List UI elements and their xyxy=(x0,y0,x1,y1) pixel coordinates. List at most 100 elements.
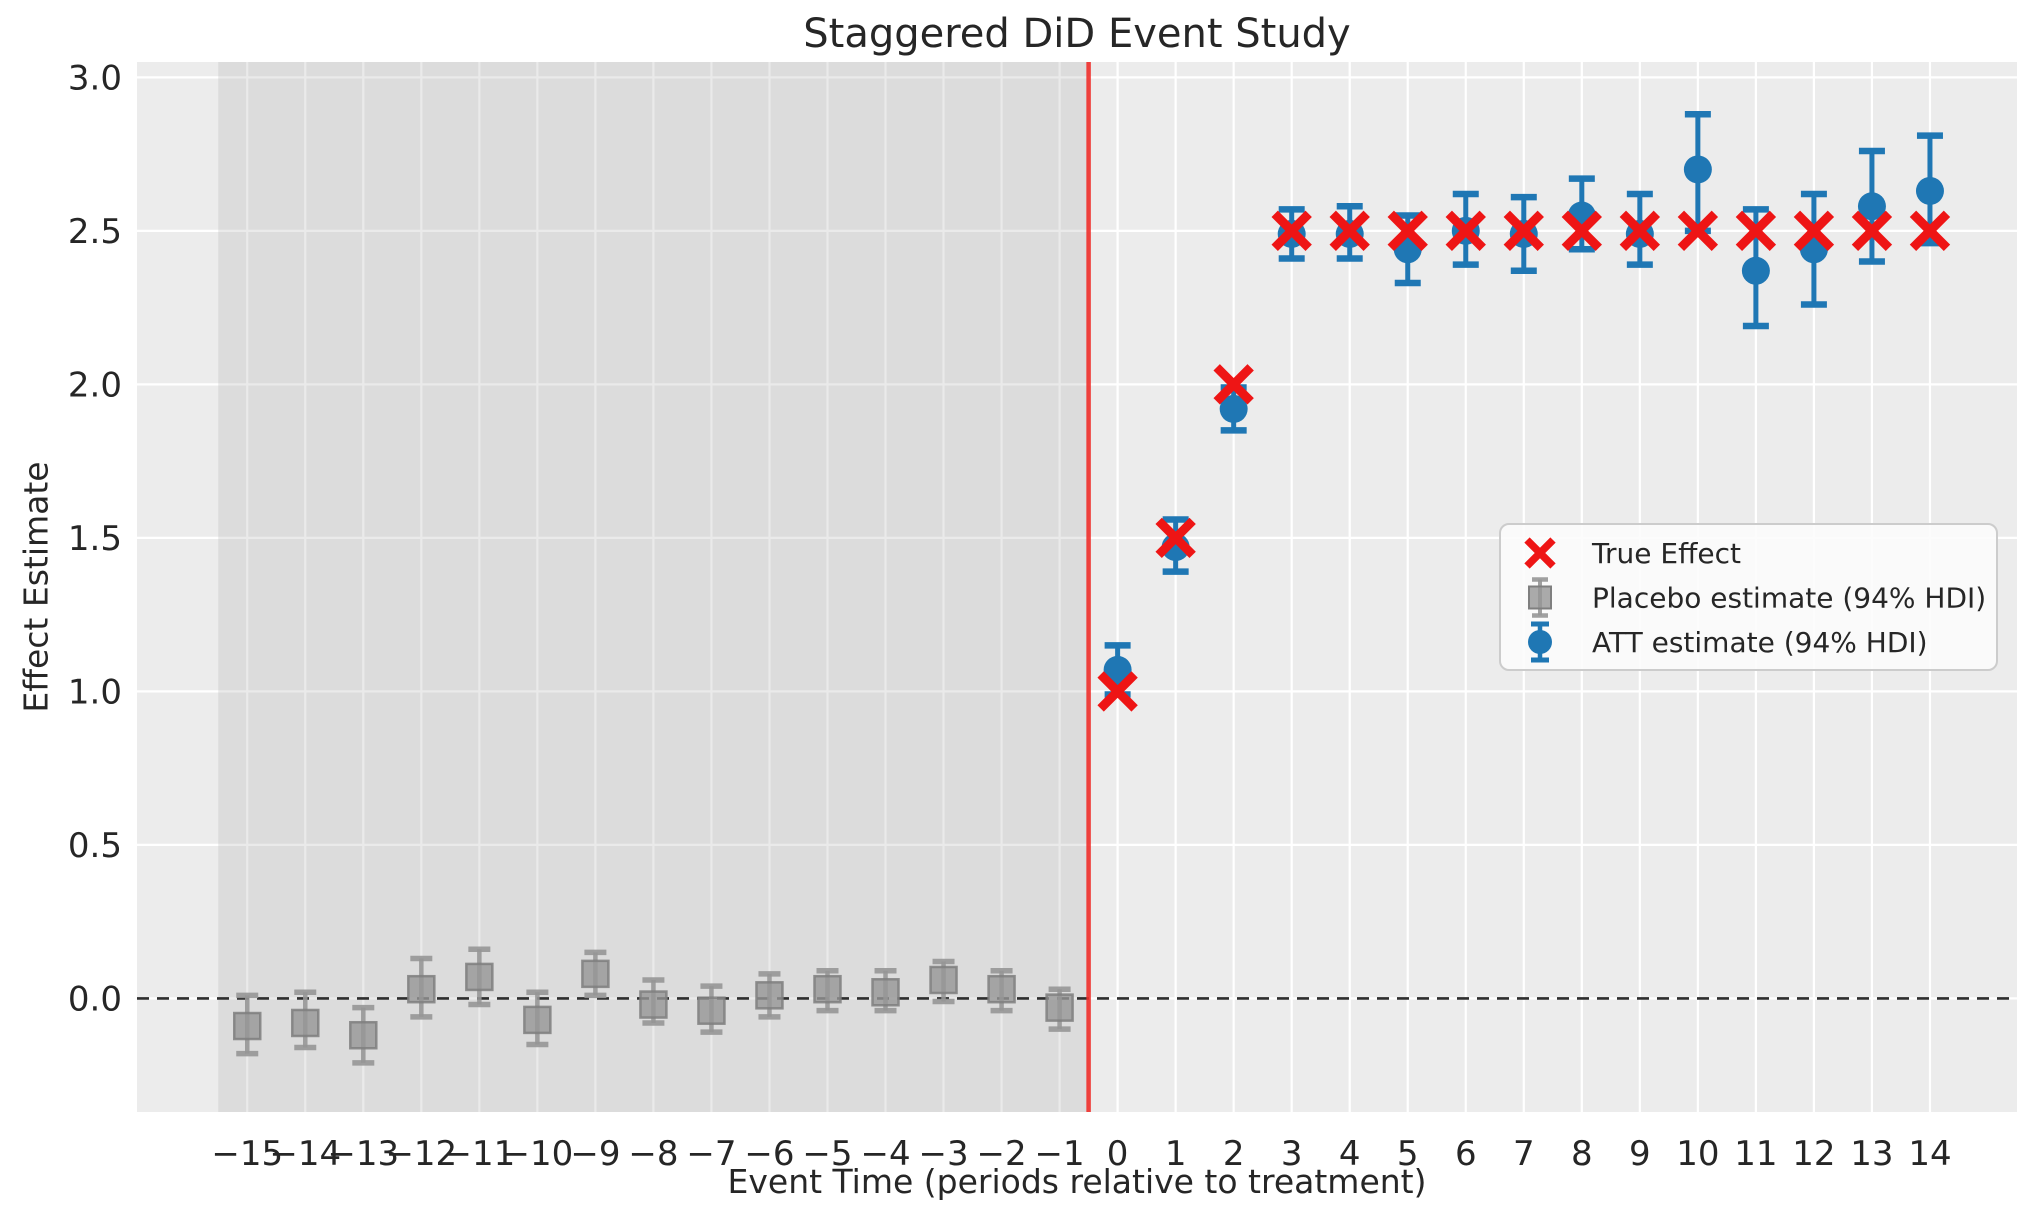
true-effect-marker xyxy=(1735,210,1777,252)
y-tick-label: 0.5 xyxy=(68,826,122,866)
y-tick-label: 1.0 xyxy=(68,672,122,712)
placebo-point xyxy=(1045,986,1074,1032)
legend-entry-label: Placebo estimate (94% HDI) xyxy=(1592,582,1986,615)
x-tick-label: −4 xyxy=(860,1134,910,1174)
placebo-marker xyxy=(813,974,842,1004)
x-tick-label: −9 xyxy=(570,1134,620,1174)
att-marker xyxy=(1219,394,1248,423)
x-tick-label: −2 xyxy=(977,1134,1027,1174)
att-marker xyxy=(1857,192,1886,221)
x-tick-label: 9 xyxy=(1629,1134,1651,1174)
placebo-point xyxy=(291,989,320,1051)
placebo-marker xyxy=(465,962,494,992)
true-effect-marker xyxy=(1503,210,1544,252)
x-tick-label: 10 xyxy=(1676,1134,1719,1174)
placebo-marker xyxy=(349,1020,378,1050)
x-tick-label: −14 xyxy=(269,1134,341,1174)
x-tick-label: 5 xyxy=(1397,1134,1419,1174)
x-tick-label: 1 xyxy=(1165,1134,1187,1174)
y-tick-label: 1.5 xyxy=(68,519,122,559)
pre-treatment-shading xyxy=(218,62,1089,1112)
placebo-series xyxy=(232,946,1074,1066)
x-tick-label: 12 xyxy=(1792,1134,1835,1174)
true-effect-marker xyxy=(1793,210,1835,252)
legend-x-icon xyxy=(1524,537,1556,569)
att-marker xyxy=(1741,256,1770,285)
x-tick-label: −10 xyxy=(501,1134,573,1174)
placebo-point xyxy=(639,977,668,1026)
x-axis-label: Event Time (periods relative to treatmen… xyxy=(727,1162,1427,1201)
x-tick-label: 14 xyxy=(1908,1134,1951,1174)
legend-box xyxy=(1499,523,1998,671)
placebo-point xyxy=(349,1004,378,1066)
placebo-marker xyxy=(929,965,958,995)
placebo-marker xyxy=(232,1011,262,1041)
placebo-point xyxy=(232,992,262,1057)
true-effect-marker xyxy=(1909,210,1951,252)
x-tick-label: −15 xyxy=(211,1134,283,1174)
placebo-marker xyxy=(523,1005,552,1035)
placebo-marker xyxy=(291,1008,320,1038)
legend-entry: ATT estimate (94% HDI) xyxy=(1528,621,1928,663)
placebo-marker xyxy=(407,974,436,1004)
y-tick-label: 3.0 xyxy=(68,58,122,98)
true-effect-marker xyxy=(1213,364,1254,405)
placebo-point xyxy=(581,949,610,999)
x-tick-label: −7 xyxy=(686,1134,736,1174)
true-effect-marker xyxy=(1097,671,1138,712)
placebo-marker xyxy=(871,978,900,1007)
placebo-marker xyxy=(581,959,610,989)
att-marker xyxy=(1915,176,1944,205)
placebo-point xyxy=(407,955,436,1020)
x-tick-label: 2 xyxy=(1223,1134,1245,1174)
placebo-marker xyxy=(987,974,1016,1004)
placebo-point xyxy=(987,968,1016,1014)
placebo-marker xyxy=(755,981,784,1010)
y-tick-label: 0.0 xyxy=(68,979,122,1019)
true-effect-marker xyxy=(1561,210,1602,252)
x-tick-label: −12 xyxy=(385,1134,457,1174)
att-marker xyxy=(1103,655,1132,684)
true-effect-marker xyxy=(1271,210,1312,252)
x-tick-label: −8 xyxy=(628,1134,678,1174)
true-effect-marker xyxy=(1155,517,1196,559)
y-axis-ticks: 0.0 0.5 1.0 1.5 2.0 2.5 3.0 xyxy=(68,58,122,1019)
true-effect-marker xyxy=(1445,210,1486,252)
x-tick-label: 8 xyxy=(1571,1134,1593,1174)
placebo-point xyxy=(755,971,784,1020)
x-tick-label: 11 xyxy=(1734,1134,1777,1174)
placebo-point xyxy=(523,989,552,1048)
x-tick-label: 0 xyxy=(1107,1134,1129,1174)
x-tick-label: −11 xyxy=(443,1134,515,1174)
x-axis-ticks: −15−14−13−12−11−10−9 −8 −7 −6 −5 −4 −3 −2 −1 0 1 2 3… xyxy=(211,1134,1951,1174)
placebo-point xyxy=(465,946,494,1008)
x-tick-label: −1 xyxy=(1035,1134,1085,1174)
true-effect-marker xyxy=(1619,210,1661,252)
legend-entry-label: ATT estimate (94% HDI) xyxy=(1592,626,1928,659)
chart-title: Staggered DiD Event Study xyxy=(803,11,1351,57)
placebo-point xyxy=(813,968,842,1014)
x-tick-label: 13 xyxy=(1850,1134,1893,1174)
legend-entry: True Effect xyxy=(1524,537,1741,570)
legend-circle-icon xyxy=(1528,630,1552,654)
placebo-marker xyxy=(639,990,668,1019)
legend-entry-label: True Effect xyxy=(1591,537,1741,570)
x-tick-label: 7 xyxy=(1513,1134,1535,1174)
x-tick-label: 6 xyxy=(1455,1134,1477,1174)
y-tick-label: 2.0 xyxy=(68,365,122,405)
true-effect-series xyxy=(1097,210,1951,712)
x-tick-label: −6 xyxy=(744,1134,794,1174)
x-tick-label: 4 xyxy=(1339,1134,1361,1174)
x-tick-label: −3 xyxy=(918,1134,968,1174)
legend-square-icon xyxy=(1528,585,1552,610)
y-tick-label: 2.5 xyxy=(68,212,122,252)
x-tick-label: 3 xyxy=(1281,1134,1303,1174)
true-effect-marker xyxy=(1329,210,1370,252)
att-point xyxy=(1857,147,1886,265)
placebo-point xyxy=(929,958,958,1005)
legend: True Effect Placebo estimate (94% HDI) ATT… xyxy=(1499,523,1998,671)
placebo-point xyxy=(697,983,726,1035)
placebo-marker xyxy=(697,996,726,1025)
